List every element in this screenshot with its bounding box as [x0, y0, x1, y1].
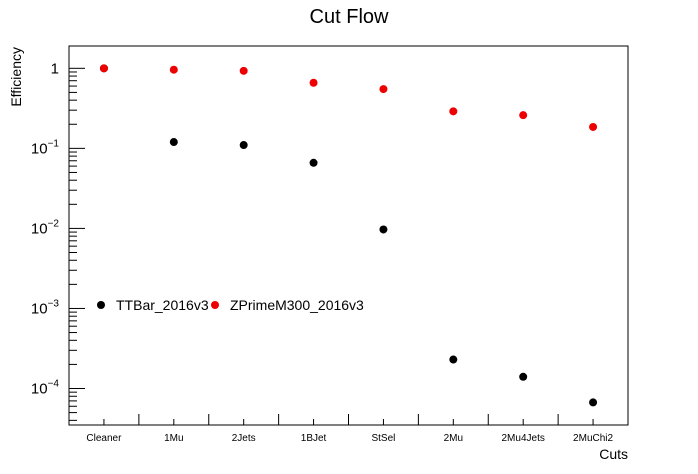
legend-marker: [211, 301, 219, 309]
data-point: [309, 158, 318, 167]
legend: TTBar_2016v3 ZPrimeM300_2016v3: [97, 297, 364, 313]
x-axis-title: Cuts: [599, 446, 628, 462]
x-tick-label: 1BJet: [301, 433, 327, 444]
y-tick-base: 10: [31, 381, 48, 398]
plot-frame: [68, 45, 629, 426]
legend-label: TTBar_2016v3: [116, 297, 209, 313]
y-tick-label: 10−2: [31, 218, 60, 237]
legend-marker: [97, 301, 105, 309]
y-tick-base: 10: [31, 220, 48, 237]
data-point: [309, 78, 318, 87]
data-point: [449, 355, 458, 364]
x-axis: Cleaner 1Mu 2Jets 1BJet StSel 2Mu 2Mu4Jets 2MuC…: [68, 414, 629, 444]
y-tick-exponent: −1: [48, 138, 60, 149]
y-tick-label: 10−3: [31, 298, 60, 317]
x-tick-label: 2Mu: [444, 433, 463, 444]
y-tick-label: 10−4: [31, 379, 60, 398]
data-point: [589, 122, 598, 131]
data-point: [239, 141, 248, 150]
data-point: [519, 372, 528, 381]
data-point: [169, 138, 178, 147]
x-tick-label: 2Mu4Jets: [502, 433, 545, 444]
data-point: [589, 398, 598, 407]
y-tick-exponent: −4: [48, 379, 60, 390]
data-point: [99, 64, 108, 73]
data-point: [239, 66, 248, 75]
y-tick-base: 1: [51, 60, 59, 77]
legend-label: ZPrimeM300_2016v3: [230, 297, 364, 313]
data-point: [169, 65, 178, 74]
data-point: [379, 225, 388, 234]
chart-title: Cut Flow: [310, 6, 389, 28]
y-tick-label: 10−1: [31, 138, 60, 157]
y-tick-base: 10: [31, 300, 48, 317]
y-tick-exponent: −3: [48, 298, 60, 309]
data-point: [449, 107, 458, 116]
x-tick-label: Cleaner: [86, 433, 122, 444]
data-points: [99, 64, 598, 407]
x-tick-label: 2MuChi2: [573, 433, 613, 444]
series-1: [99, 64, 598, 131]
y-axis-title: Efficiency: [8, 47, 24, 107]
x-tick-label: StSel: [371, 433, 395, 444]
y-tick-exponent: −2: [48, 218, 60, 229]
y-tick-label: 1: [51, 60, 59, 77]
x-tick-label: 2Jets: [232, 433, 256, 444]
y-axis: 110−110−210−310−4: [31, 60, 85, 421]
y-tick-base: 10: [31, 140, 48, 157]
data-point: [519, 111, 528, 120]
x-tick-label: 1Mu: [164, 433, 183, 444]
data-point: [379, 85, 388, 94]
